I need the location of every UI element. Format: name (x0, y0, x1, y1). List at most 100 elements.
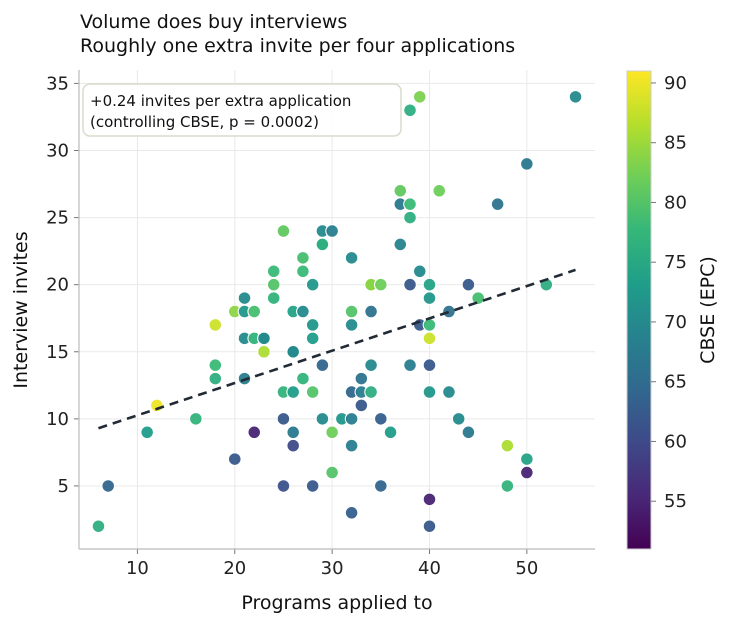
data-point (325, 465, 339, 480)
data-point (354, 371, 369, 386)
colorbar-ticks: 55 60 65 70 75 80 85 90 (651, 73, 687, 512)
data-point (305, 277, 320, 292)
y-tick-label: 25 (46, 208, 69, 229)
data-point (490, 197, 505, 212)
y-tick-label: 35 (46, 73, 69, 94)
trend-line (98, 268, 576, 430)
y-tick-label: 15 (46, 342, 69, 363)
data-point (403, 277, 417, 292)
chart-title: Volume does buy interviews (80, 11, 348, 33)
data-point (422, 318, 437, 332)
data-point (315, 358, 330, 373)
data-point (315, 412, 330, 426)
colorbar-tick-label: 80 (664, 192, 687, 213)
data-point (344, 304, 359, 319)
data-point (237, 291, 252, 305)
data-point (344, 250, 359, 265)
data-point (305, 331, 320, 346)
annotation-line-2: (controlling CBSE, p = 0.0002) (90, 113, 319, 131)
colorbar-tick-label: 90 (664, 73, 687, 94)
data-point (403, 358, 417, 373)
data-point (422, 277, 437, 292)
data-point (451, 412, 466, 426)
data-point (403, 103, 417, 118)
data-point (188, 412, 203, 426)
colorbar: 55 60 65 70 75 80 85 90 CBSE (EPC) (626, 70, 719, 550)
data-point (519, 157, 534, 171)
data-point (305, 318, 320, 332)
data-point (403, 210, 417, 225)
data-point (519, 465, 534, 480)
data-point (364, 385, 378, 399)
data-point (101, 479, 116, 493)
data-point (325, 425, 339, 440)
data-point (325, 224, 339, 238)
colorbar-tick-label: 60 (664, 431, 687, 452)
data-point (247, 425, 262, 440)
data-point (442, 304, 456, 319)
annotation-box: +0.24 invites per extra application (con… (82, 83, 402, 137)
data-point (315, 237, 330, 252)
y-axis-ticks: 5 10 15 20 25 30 35 (46, 73, 79, 497)
data-point (305, 385, 320, 399)
data-point (422, 291, 437, 305)
x-axis-ticks: 10 20 30 40 50 (126, 549, 538, 579)
x-tick-label: 10 (126, 558, 149, 579)
data-point (422, 385, 437, 399)
data-point (412, 89, 427, 104)
data-point (344, 438, 359, 453)
data-point (461, 425, 476, 440)
y-tick-label: 10 (46, 409, 69, 430)
data-point (519, 452, 534, 466)
colorbar-tick-label: 70 (664, 312, 687, 333)
x-tick-label: 20 (223, 558, 246, 579)
y-tick-label: 30 (46, 141, 69, 162)
data-point (208, 371, 223, 386)
data-point (247, 304, 262, 319)
y-axis-label: Interview invites (10, 231, 32, 388)
y-tick-label: 5 (58, 476, 69, 497)
colorbar-tick-label: 75 (664, 252, 687, 273)
x-tick-label: 40 (418, 558, 441, 579)
colorbar-tick-label: 85 (664, 133, 687, 154)
data-point (296, 264, 310, 279)
data-point (276, 412, 291, 426)
x-axis-label: Programs applied to (241, 592, 432, 614)
data-point (383, 425, 398, 440)
data-point (422, 331, 437, 346)
chart-subtitle: Roughly one extra invite per four applic… (80, 35, 516, 57)
data-point (305, 479, 320, 493)
data-point (276, 224, 291, 238)
data-point (296, 250, 310, 265)
data-point (354, 398, 369, 413)
y-tick-label: 20 (46, 275, 69, 296)
colorbar-tick-label: 65 (664, 372, 687, 393)
data-point (403, 197, 417, 212)
data-point (227, 452, 242, 466)
data-point (91, 519, 106, 534)
scatter-points (91, 89, 583, 534)
data-point (461, 277, 476, 292)
data-point (286, 344, 301, 359)
data-point (422, 519, 437, 534)
grid-lines (79, 70, 595, 549)
data-point (373, 277, 388, 292)
data-point (344, 505, 359, 520)
data-point (276, 479, 291, 493)
data-point (422, 492, 437, 507)
data-point (568, 89, 583, 104)
colorbar-gradient (626, 70, 652, 550)
data-point (266, 264, 281, 279)
data-point (266, 291, 281, 305)
data-point (286, 385, 301, 399)
colorbar-tick-label: 55 (664, 491, 687, 512)
data-point (344, 412, 359, 426)
data-point (364, 304, 378, 319)
data-point (296, 304, 310, 319)
data-point (471, 291, 486, 305)
x-tick-label: 30 (321, 558, 344, 579)
data-point (344, 318, 359, 332)
data-point (500, 438, 515, 453)
annotation-line-1: +0.24 invites per extra application (90, 92, 351, 110)
